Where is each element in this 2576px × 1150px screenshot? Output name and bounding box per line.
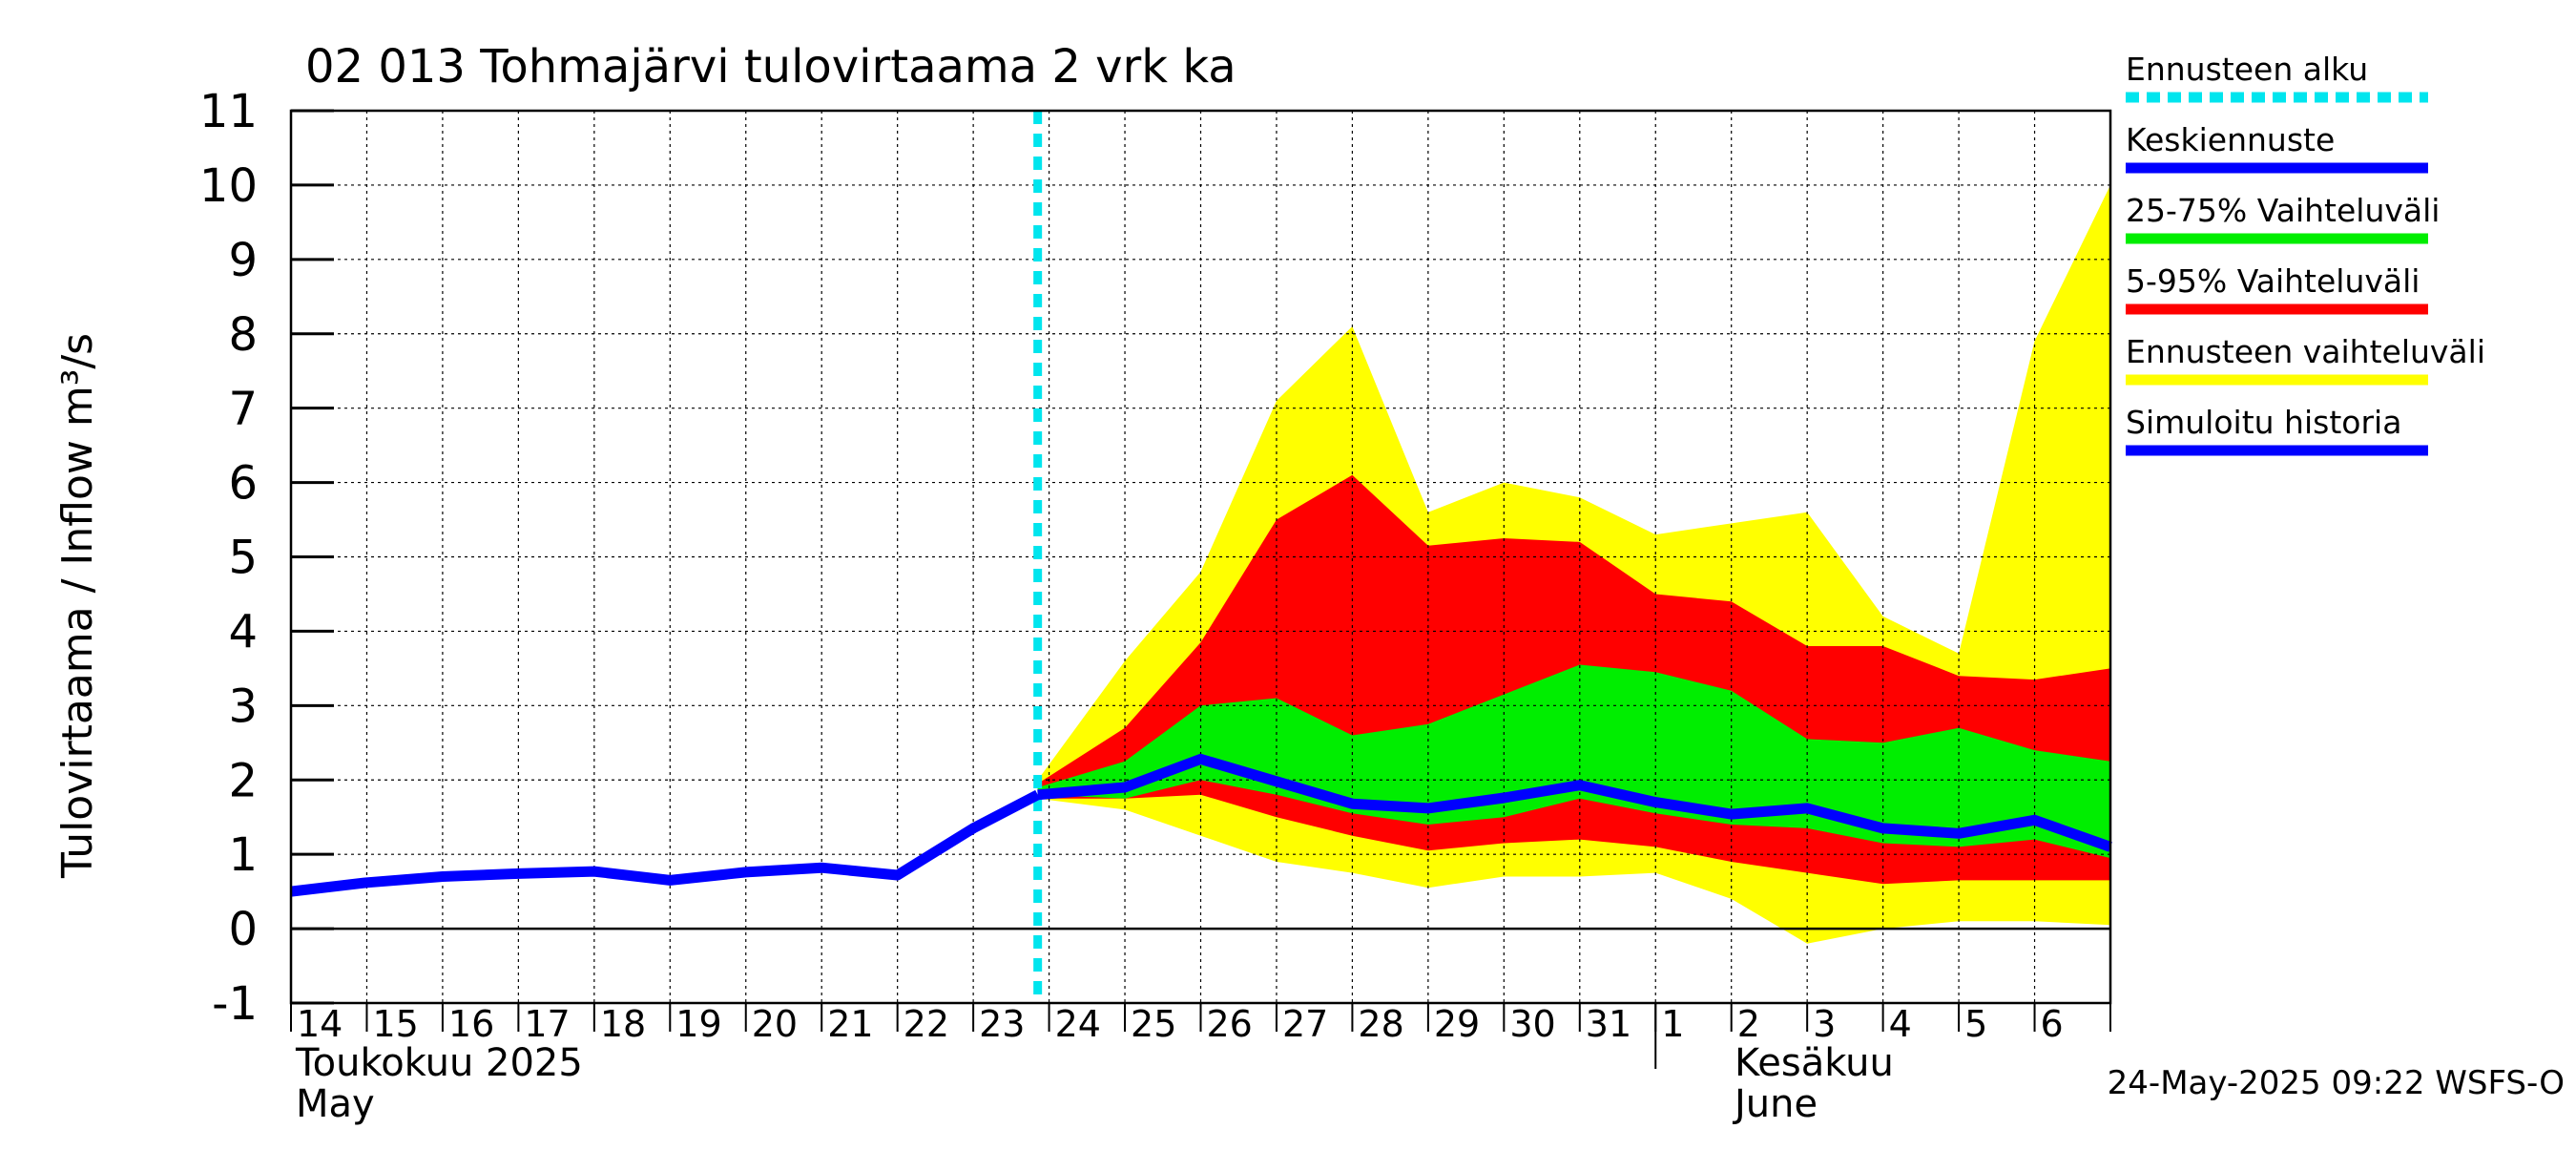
y-tick-label: 8 (228, 308, 258, 362)
median-forecast-line (1037, 753, 2112, 852)
y-tick-label: 3 (228, 680, 258, 733)
y-tick-label: 2 (228, 754, 258, 807)
axes (289, 109, 2112, 1069)
y-tick-label: 7 (228, 383, 258, 436)
forecast-bands (1037, 184, 2110, 944)
month-label-may-fi: Toukokuu 2025 (295, 1041, 583, 1085)
legend-label: Ennusteen alku (2126, 51, 2368, 88)
month-label-may-en: May (296, 1082, 375, 1126)
x-tick-labels: 14 15 16 17 18 19 20 21 22 23 24 25 26 27 28 29 30 31 1 2 3 4… (297, 1003, 2064, 1045)
x-tick-label: 28 (1358, 1003, 1403, 1045)
x-tick-label: 18 (600, 1003, 646, 1045)
x-tick-label: 5 (1964, 1003, 1987, 1045)
x-tick-label: 26 (1207, 1003, 1253, 1045)
y-tick-label: 0 (228, 903, 258, 956)
x-tick-label: 4 (1889, 1003, 1912, 1045)
legend-label: 25-75% Vaihteluväli (2126, 192, 2440, 229)
legend-label: Keskiennuste (2126, 121, 2335, 158)
band-25-75 (1037, 664, 2110, 859)
y-tick-label: 10 (199, 159, 258, 213)
legend-label: Simuloitu historia (2126, 404, 2401, 441)
x-tick-label: 16 (448, 1003, 494, 1045)
x-tick-label: 25 (1131, 1003, 1176, 1045)
x-tick-label: 22 (904, 1003, 949, 1045)
y-tick-label: -1 (212, 977, 258, 1031)
y-tick-label: 4 (228, 605, 258, 659)
x-tick-label: 6 (2041, 1003, 2064, 1045)
series-lines (290, 111, 2112, 1003)
month-label-june-en: June (1732, 1082, 1818, 1126)
legend-label: 5-95% Vaihteluväli (2126, 262, 2420, 300)
x-tick-label: 27 (1282, 1003, 1328, 1045)
legend: Ennusteen alku Keskiennuste 25-75% Vaihtel… (2126, 51, 2485, 456)
x-tick-label: 2 (1737, 1003, 1760, 1045)
x-tick-label: 19 (675, 1003, 721, 1045)
y-tick-label: 5 (228, 532, 258, 585)
x-tick-label: 31 (1586, 1003, 1631, 1045)
history-line (290, 789, 1041, 897)
y-tick-labels: -1 0 1 2 3 4 5 6 7 8 9 10 11 (199, 85, 258, 1031)
x-tick-label: 14 (297, 1003, 343, 1045)
y-axis-label: Tulovirtaama / Inflow m³/s (53, 333, 102, 879)
x-tick-label: 24 (1055, 1003, 1101, 1045)
x-tick-label: 30 (1509, 1003, 1555, 1045)
x-tick-label: 21 (827, 1003, 873, 1045)
y-tick-label: 6 (228, 457, 258, 511)
y-tick-label: 9 (228, 234, 258, 287)
timestamp: 24-May-2025 09:22 WSFS-O (2108, 1064, 2565, 1102)
x-tick-label: 29 (1434, 1003, 1480, 1045)
x-tick-label: 20 (752, 1003, 798, 1045)
month-label-june-fi: Kesäkuu (1735, 1041, 1894, 1085)
x-tick-label: 1 (1661, 1003, 1684, 1045)
y-tick-label: 11 (199, 85, 258, 138)
x-tick-label: 15 (372, 1003, 418, 1045)
x-tick-label: 17 (524, 1003, 570, 1045)
x-tick-label: 23 (979, 1003, 1025, 1045)
y-tick-label: 1 (228, 828, 258, 882)
chart-title: 02 013 Tohmajärvi tulovirtaama 2 vrk ka (305, 40, 1236, 94)
legend-label: Ennusteen vaihteluväli (2126, 333, 2485, 370)
x-tick-label: 3 (1813, 1003, 1836, 1045)
